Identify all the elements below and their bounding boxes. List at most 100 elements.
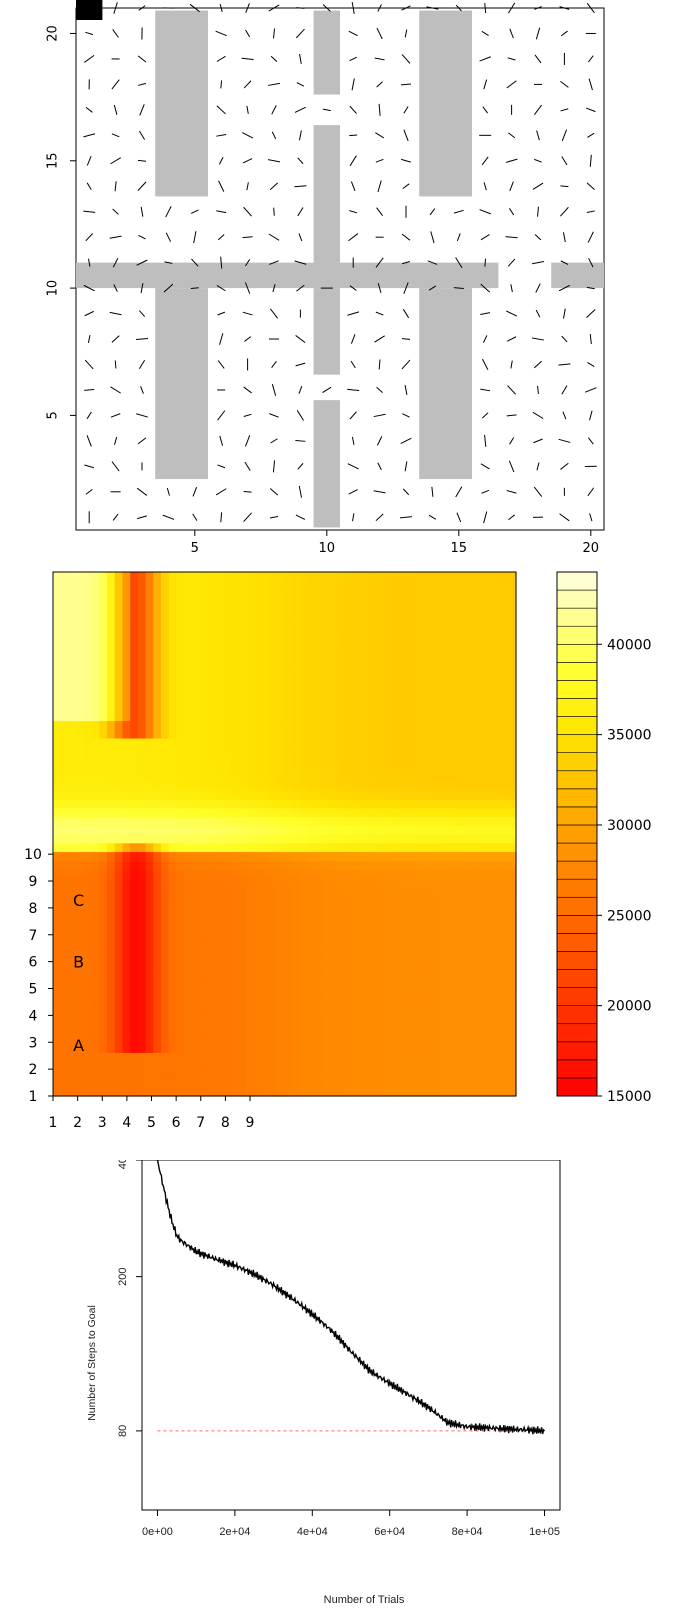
heat-cell [454, 782, 462, 791]
heat-cell [416, 948, 424, 957]
heat-cell [99, 869, 107, 878]
heat-cell [315, 869, 323, 878]
heat-cell [315, 930, 323, 939]
heat-cell [53, 834, 61, 843]
heat-cell [223, 1000, 231, 1009]
heat-cell [246, 799, 254, 808]
heat-cell [53, 939, 61, 948]
heat-cell [300, 1000, 308, 1009]
heat-cell [416, 782, 424, 791]
heat-cell [300, 869, 308, 878]
heat-cell [393, 895, 401, 904]
heat-cell [439, 1035, 447, 1044]
heat-cell [269, 1052, 277, 1061]
heat-cell [369, 939, 377, 948]
heat-cell [215, 1000, 223, 1009]
heat-cell [261, 1052, 269, 1061]
heat-cell [369, 651, 377, 660]
heat-cell [169, 808, 177, 817]
heat-cell [207, 1017, 215, 1026]
heat-cell [130, 747, 138, 756]
heat-cell [122, 642, 130, 651]
heat-cell [99, 1052, 107, 1061]
heat-cell [485, 1044, 493, 1053]
heat-cell [176, 598, 184, 607]
heat-cell [76, 659, 84, 668]
heat-cell [408, 694, 416, 703]
heat-cell [138, 1017, 146, 1026]
heat-cell [501, 1009, 509, 1018]
heat-cell [146, 773, 154, 782]
heat-cell [501, 1035, 509, 1044]
heat-cell [508, 607, 516, 616]
heat-cell [107, 581, 115, 590]
heat-cell [61, 1026, 69, 1035]
heat-cell [454, 808, 462, 817]
heat-cell [408, 782, 416, 791]
heat-cell [192, 616, 200, 625]
heat-cell [161, 572, 169, 581]
heat-cell [61, 808, 69, 817]
heat-cell [447, 921, 455, 930]
heat-cell [207, 834, 215, 843]
wall-block [551, 263, 604, 288]
heat-cell [393, 729, 401, 738]
heat-cell [223, 878, 231, 887]
heat-cell [339, 921, 347, 930]
heat-cell [107, 869, 115, 878]
heat-cell [385, 1035, 393, 1044]
heat-cell [408, 956, 416, 965]
heat-cell [76, 1009, 84, 1018]
heat-cell [84, 738, 92, 747]
heat-cell [369, 607, 377, 616]
heat-cell [308, 825, 316, 834]
heat-cell [447, 834, 455, 843]
heat-cell [76, 1000, 84, 1009]
heat-cell [161, 651, 169, 660]
heat-cell [122, 686, 130, 695]
heat-cell [230, 817, 238, 826]
heat-cell [169, 659, 177, 668]
heat-cell [485, 659, 493, 668]
heat-cell [238, 1017, 246, 1026]
heat-cell [501, 598, 509, 607]
heat-cell [393, 607, 401, 616]
heat-cell [161, 755, 169, 764]
heat-cell [238, 668, 246, 677]
heat-cell [122, 790, 130, 799]
heat-cell [122, 694, 130, 703]
heat-cell [207, 843, 215, 852]
heat-cell [423, 1000, 431, 1009]
heat-cell [107, 1000, 115, 1009]
heat-cell [192, 589, 200, 598]
heat-cell [477, 764, 485, 773]
heat-cell [169, 817, 177, 826]
heat-cell [84, 773, 92, 782]
heat-cell [254, 598, 262, 607]
heat-cell [485, 904, 493, 913]
heat-cell [184, 572, 192, 581]
heat-cell [215, 921, 223, 930]
heat-cell [485, 834, 493, 843]
heat-cell [254, 572, 262, 581]
heat-cell [184, 860, 192, 869]
heat-cell [501, 694, 509, 703]
heat-cell [431, 948, 439, 957]
heat-cell [200, 799, 208, 808]
heat-cell [207, 581, 215, 590]
heat-cell [161, 1070, 169, 1079]
heat-cell [277, 624, 285, 633]
heat-cell [377, 694, 385, 703]
heat-cell [354, 825, 362, 834]
heat-cell [223, 982, 231, 991]
heat-cell [254, 651, 262, 660]
heat-cell [431, 1079, 439, 1088]
heat-cell [215, 1070, 223, 1079]
heat-cell [53, 729, 61, 738]
colorbar-band [557, 771, 597, 789]
heat-cell [346, 589, 354, 598]
heat-cell [308, 886, 316, 895]
heat-cell [207, 747, 215, 756]
heat-cell [254, 581, 262, 590]
heat-cell [377, 729, 385, 738]
